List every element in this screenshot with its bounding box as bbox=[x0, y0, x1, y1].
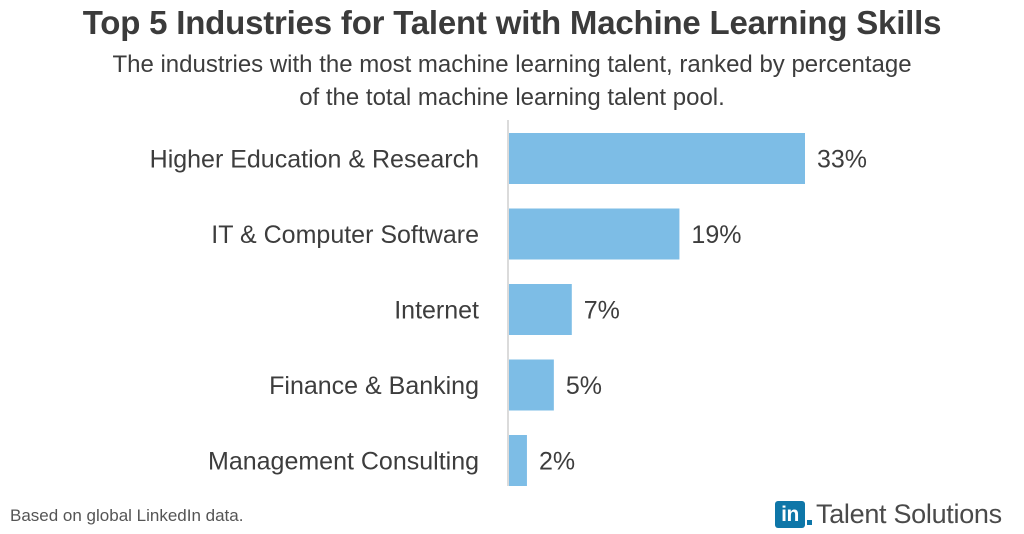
data-label: 19% bbox=[691, 221, 741, 249]
chart-title: Top 5 Industries for Talent with Machine… bbox=[82, 4, 942, 41]
data-label: 7% bbox=[584, 297, 620, 325]
chart-subtitle: The industries with the most machine lea… bbox=[112, 51, 912, 111]
linkedin-logo-icon: in bbox=[775, 500, 805, 528]
category-label: Internet bbox=[394, 297, 479, 325]
footnote: Based on global LinkedIn data. bbox=[10, 506, 244, 525]
bar-4 bbox=[509, 435, 527, 486]
brand-logo-group: in Talent Solutions bbox=[775, 499, 1002, 529]
bar-2 bbox=[509, 284, 572, 335]
logo-dot bbox=[807, 520, 812, 525]
category-label: Higher Education & Research bbox=[150, 146, 479, 174]
category-label: Finance & Banking bbox=[269, 372, 479, 400]
bar-1 bbox=[509, 208, 680, 260]
brand-name: Talent Solutions bbox=[816, 498, 1002, 529]
category-label: Management Consulting bbox=[208, 448, 479, 476]
data-label: 2% bbox=[539, 448, 575, 476]
data-label: 5% bbox=[566, 372, 602, 400]
bar-0 bbox=[509, 133, 805, 184]
data-label: 33% bbox=[817, 146, 867, 174]
bar-3 bbox=[509, 359, 554, 411]
category-label: IT & Computer Software bbox=[211, 221, 479, 249]
